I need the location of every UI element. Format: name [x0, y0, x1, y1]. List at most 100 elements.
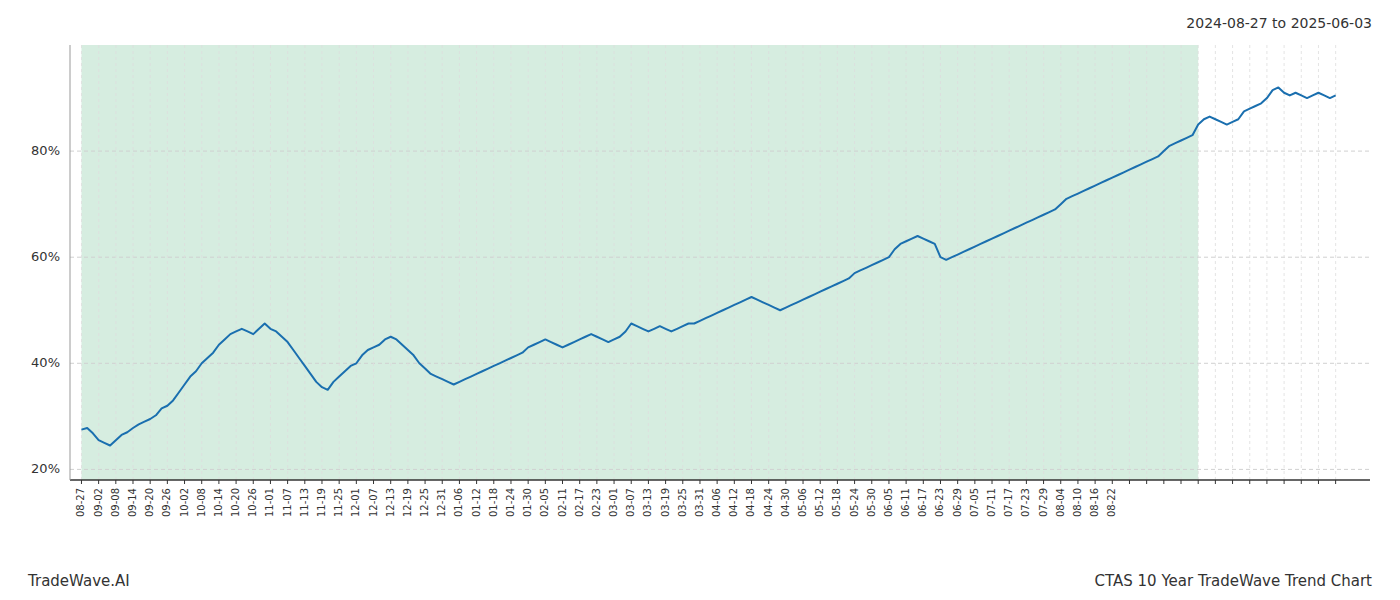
y-axis-line — [70, 45, 71, 480]
x-tick-label: 05-18 — [831, 488, 842, 517]
x-tick-label: 02-17 — [574, 488, 585, 517]
x-tick-label: 07-05 — [969, 488, 980, 517]
x-grid-line — [665, 45, 666, 480]
x-grid-line — [1026, 45, 1027, 480]
x-grid-line — [957, 45, 958, 480]
x-tick-label: 07-23 — [1020, 488, 1031, 517]
x-grid-line — [132, 45, 133, 480]
x-grid-line — [648, 45, 649, 480]
x-grid-line — [631, 45, 632, 480]
x-grid-line — [287, 45, 288, 480]
x-tick-label: 12-13 — [385, 488, 396, 517]
x-tick-label: 09-20 — [144, 488, 155, 517]
x-grid-line — [974, 45, 975, 480]
x-tick-label: 08-10 — [1072, 488, 1083, 517]
x-grid-line — [115, 45, 116, 480]
x-grid-line — [1060, 45, 1061, 480]
x-tick-label: 06-17 — [917, 488, 928, 517]
x-tick-label: 06-05 — [883, 488, 894, 517]
x-tick-label: 08-16 — [1089, 488, 1100, 517]
x-grid-line — [717, 45, 718, 480]
x-tick-label: 06-29 — [952, 488, 963, 517]
x-grid-line — [614, 45, 615, 480]
x-grid-line — [476, 45, 477, 480]
chart-svg: 20%40%60%80%08-2709-0209-0809-1409-2009-… — [0, 0, 1400, 600]
chart-container: 20%40%60%80%08-2709-0209-0809-1409-2009-… — [0, 0, 1400, 600]
x-tick-label: 04-12 — [728, 488, 739, 517]
x-tick-label: 01-18 — [488, 488, 499, 517]
x-tick-label: 09-02 — [93, 488, 104, 517]
x-tick-label: 03-25 — [677, 488, 688, 517]
x-grid-line — [1335, 45, 1336, 480]
band-layer — [81, 45, 1198, 480]
x-grid-line — [682, 45, 683, 480]
x-grid-line — [253, 45, 254, 480]
x-tick-label: 12-01 — [350, 488, 361, 517]
x-tick-label: 04-18 — [745, 488, 756, 517]
x-tick-label: 01-24 — [505, 488, 516, 517]
x-grid-line — [923, 45, 924, 480]
x-tick-label: 10-20 — [230, 488, 241, 517]
x-grid-line — [854, 45, 855, 480]
x-grid-line — [1198, 45, 1199, 480]
x-grid-line — [201, 45, 202, 480]
x-grid-line — [304, 45, 305, 480]
x-tick-label: 10-14 — [213, 488, 224, 517]
x-grid-line — [596, 45, 597, 480]
x-grid-line — [751, 45, 752, 480]
y-tick-label: 60% — [31, 249, 60, 264]
x-tick-label: 04-24 — [763, 488, 774, 517]
x-grid-line — [356, 45, 357, 480]
x-tick-label: 10-26 — [247, 488, 258, 517]
x-tick-label: 03-01 — [608, 488, 619, 517]
x-grid-line — [871, 45, 872, 480]
footer-left: TradeWave.AI — [27, 572, 130, 590]
x-grid-line — [1095, 45, 1096, 480]
x-grid-line — [528, 45, 529, 480]
x-tick-label: 05-12 — [814, 488, 825, 517]
x-tick-label: 11-19 — [316, 488, 327, 517]
x-tick-label: 03-19 — [660, 488, 671, 517]
x-tick-label: 02-05 — [539, 488, 550, 517]
x-grid-line — [992, 45, 993, 480]
y-grid-line — [70, 151, 1370, 152]
shaded-region — [81, 45, 1198, 480]
x-grid-line — [820, 45, 821, 480]
x-tick-label: 11-01 — [264, 488, 275, 517]
x-tick-label: 01-30 — [522, 488, 533, 517]
x-grid-line — [1284, 45, 1285, 480]
y-tick-label: 20% — [31, 461, 60, 476]
x-grid-line — [98, 45, 99, 480]
x-grid-line — [734, 45, 735, 480]
x-grid-line — [1112, 45, 1113, 480]
x-axis-line — [70, 479, 1370, 481]
x-grid-line — [1146, 45, 1147, 480]
x-tick-label: 10-02 — [179, 488, 190, 517]
x-grid-line — [1232, 45, 1233, 480]
x-tick-label: 12-31 — [436, 488, 447, 517]
x-grid-line — [184, 45, 185, 480]
x-tick-label: 07-29 — [1038, 488, 1049, 517]
x-tick-label: 04-30 — [780, 488, 791, 517]
x-tick-label: 03-13 — [642, 488, 653, 517]
axes: 20%40%60%80%08-2709-0209-0809-1409-2009-… — [31, 45, 1370, 517]
y-tick-label: 80% — [31, 143, 60, 158]
x-grid-line — [837, 45, 838, 480]
x-tick-label: 03-31 — [694, 488, 705, 517]
x-grid-line — [442, 45, 443, 480]
x-grid-line — [1077, 45, 1078, 480]
x-grid-line — [167, 45, 168, 480]
x-tick-label: 02-23 — [591, 488, 602, 517]
x-grid-line — [425, 45, 426, 480]
x-tick-label: 12-19 — [402, 488, 413, 517]
x-tick-label: 04-06 — [711, 488, 722, 517]
x-tick-label: 01-06 — [453, 488, 464, 517]
x-grid-line — [1266, 45, 1267, 480]
x-tick-label: 09-14 — [127, 488, 138, 517]
x-tick-label: 09-26 — [161, 488, 172, 517]
x-grid-line — [459, 45, 460, 480]
x-tick-label: 11-07 — [282, 488, 293, 517]
x-grid-line — [906, 45, 907, 480]
x-grid-line — [270, 45, 271, 480]
series-layer — [81, 87, 1335, 445]
